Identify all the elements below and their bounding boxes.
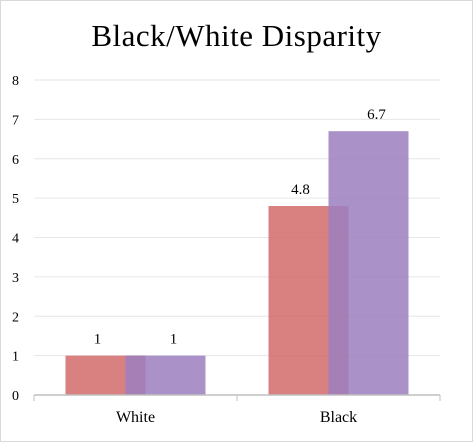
y-tick-label: 6 xyxy=(12,153,19,168)
y-tick-label: 8 xyxy=(12,74,19,89)
y-tick-label: 5 xyxy=(12,192,19,207)
y-tick-label: 1 xyxy=(12,350,19,365)
y-tick-label: 4 xyxy=(12,232,19,247)
y-tick-label: 7 xyxy=(12,113,19,128)
x-tick-label: White xyxy=(116,409,155,426)
y-tick-label: 3 xyxy=(12,271,19,286)
x-tick-label: Black xyxy=(320,409,357,426)
x-axis: White Black xyxy=(33,394,441,426)
data-label: 6.7 xyxy=(367,107,386,123)
data-label: 1 xyxy=(170,332,178,348)
bars xyxy=(65,131,409,395)
data-labels: 1 1 4.8 6.7 xyxy=(94,107,387,347)
y-tick-label: 2 xyxy=(12,310,19,325)
chart-title: Black/White Disparity xyxy=(91,18,382,53)
y-axis-labels: 0 1 2 3 4 5 6 7 8 xyxy=(12,74,19,404)
bar-series-2-black xyxy=(328,131,409,395)
data-label: 4.8 xyxy=(291,182,310,198)
bar-series-2-white xyxy=(125,355,206,395)
data-label: 1 xyxy=(94,332,102,348)
y-tick-label: 0 xyxy=(12,389,19,404)
